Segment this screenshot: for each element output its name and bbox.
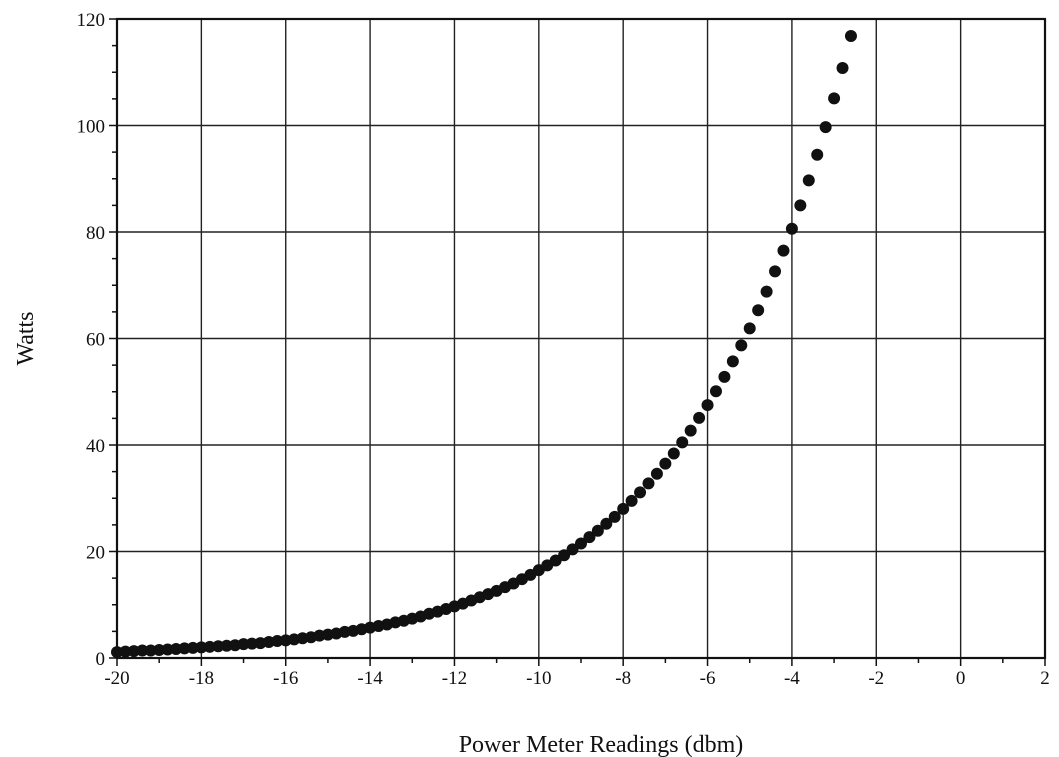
x-tick-label: -10: [526, 668, 551, 689]
data-point: [625, 494, 638, 507]
data-point: [642, 477, 655, 490]
x-axis-label: Power Meter Readings (dbm): [459, 732, 744, 757]
data-point: [566, 543, 579, 556]
y-tick-label: 0: [96, 649, 106, 670]
x-tick-label: -4: [784, 668, 800, 689]
data-point: [693, 411, 706, 424]
y-tick-label: 120: [77, 10, 106, 31]
y-tick-label: 60: [86, 330, 105, 351]
data-point: [752, 304, 765, 317]
x-tick-label: -20: [104, 668, 129, 689]
data-point: [769, 265, 782, 278]
data-point: [726, 355, 739, 368]
data-point: [676, 436, 689, 449]
y-tick-label: 80: [86, 223, 105, 244]
data-point: [650, 467, 663, 480]
x-tick-label: -6: [700, 668, 716, 689]
data-point: [600, 517, 613, 530]
data-point: [735, 339, 748, 352]
data-point: [819, 121, 832, 134]
data-point: [785, 222, 798, 235]
data-point: [659, 457, 672, 470]
grid-lines: [117, 19, 1045, 658]
data-point: [575, 537, 587, 550]
y-tick-labels: 0 20 40 60 80 100 120: [77, 10, 106, 670]
data-point: [844, 30, 857, 43]
x-tick-label: -12: [442, 668, 467, 689]
data-point: [709, 385, 722, 398]
x-tick-label: -16: [273, 668, 298, 689]
data-point: [802, 174, 815, 187]
data-point: [794, 199, 807, 212]
data-point: [701, 399, 714, 412]
data-point: [591, 524, 604, 537]
data-point: [836, 61, 849, 74]
x-tick-label: -14: [357, 668, 383, 689]
data-point: [684, 424, 697, 437]
data-point: [811, 148, 824, 161]
data-point: [828, 92, 841, 105]
data-point: [634, 486, 647, 499]
x-tick-labels: -20 -18 -16 -14 -12 -10 -8 -6 -4 -2 0 2: [104, 668, 1049, 689]
y-tick-label: 100: [77, 117, 106, 138]
y-tick-label: 20: [86, 543, 105, 564]
data-point: [583, 531, 596, 544]
y-tick-label: 40: [86, 436, 105, 457]
data-point: [718, 370, 731, 383]
data-point: [743, 322, 756, 335]
x-tick-label: -18: [189, 668, 214, 689]
x-tick-label: 0: [956, 668, 966, 689]
axis-ticks: [109, 18, 1046, 666]
data-point: [558, 549, 571, 562]
y-axis-label: Watts: [13, 311, 39, 365]
data-point: [667, 447, 680, 460]
data-point: [136, 644, 149, 657]
x-tick-label: -2: [868, 668, 884, 689]
data-point: [777, 244, 790, 257]
x-tick-label: 2: [1040, 668, 1050, 689]
data-points: [111, 30, 857, 659]
data-point: [760, 285, 773, 298]
x-tick-label: -8: [615, 668, 631, 689]
data-point: [617, 502, 630, 515]
data-point: [608, 510, 621, 523]
